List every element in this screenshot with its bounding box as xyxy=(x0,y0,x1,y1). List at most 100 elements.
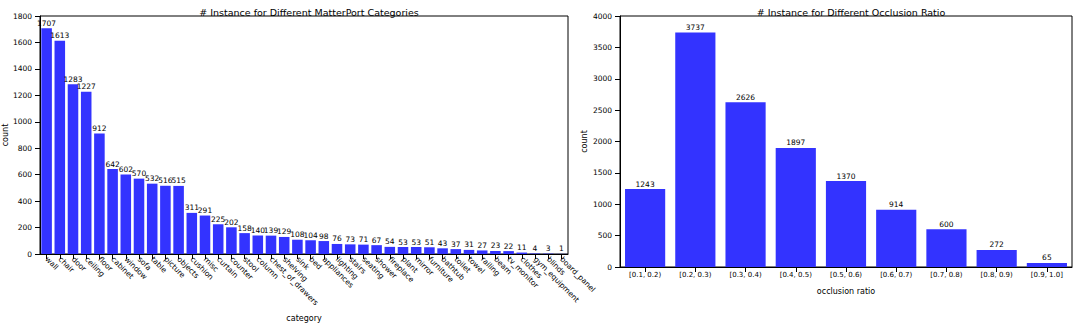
svg-text:cushion: cushion xyxy=(188,254,216,282)
svg-text:37: 37 xyxy=(451,240,461,249)
svg-text:1370: 1370 xyxy=(836,172,855,181)
svg-text:22: 22 xyxy=(504,242,514,251)
svg-text:bed: bed xyxy=(307,255,324,272)
svg-text:912: 912 xyxy=(92,124,107,133)
svg-text:[0.7, 0.8): [0.7, 0.8) xyxy=(930,271,962,279)
svg-text:400: 400 xyxy=(18,197,33,206)
svg-text:counter: counter xyxy=(228,254,255,282)
svg-text:1200: 1200 xyxy=(13,91,32,100)
svg-text:shelving: shelving xyxy=(281,254,310,284)
svg-text:1613: 1613 xyxy=(50,31,69,40)
svg-text:[0.6, 0.7): [0.6, 0.7) xyxy=(880,271,912,279)
svg-text:chest_of_drawers: chest_of_drawers xyxy=(267,254,321,308)
svg-text:0: 0 xyxy=(27,250,32,259)
svg-text:53: 53 xyxy=(411,238,421,247)
svg-text:tv_monitor: tv_monitor xyxy=(505,254,541,290)
svg-text:914: 914 xyxy=(889,200,904,209)
svg-text:occlusion ratio: occlusion ratio xyxy=(817,287,875,296)
svg-text:11: 11 xyxy=(517,243,527,252)
svg-text:73: 73 xyxy=(345,235,355,244)
svg-text:43: 43 xyxy=(438,239,448,248)
svg-text:67: 67 xyxy=(372,236,382,245)
svg-text:1800: 1800 xyxy=(13,12,32,21)
svg-text:2500: 2500 xyxy=(593,106,612,115)
svg-text:4000: 4000 xyxy=(593,12,612,21)
svg-text:200: 200 xyxy=(18,223,33,232)
svg-text:count: count xyxy=(1,124,10,147)
svg-text:sink: sink xyxy=(294,255,311,272)
svg-text:3737: 3737 xyxy=(686,23,705,32)
svg-text:[0.2, 0.3): [0.2, 0.3) xyxy=(679,271,711,279)
svg-text:count: count xyxy=(580,130,589,153)
svg-text:bathtub: bathtub xyxy=(439,254,467,282)
svg-text:4: 4 xyxy=(533,244,538,253)
svg-text:cabinet: cabinet xyxy=(109,254,136,281)
svg-text:mirror: mirror xyxy=(413,254,436,278)
svg-text:272: 272 xyxy=(990,240,1005,249)
svg-text:[0.4, 0.5): [0.4, 0.5) xyxy=(780,271,812,279)
svg-text:# Instance for Different Matte: # Instance for Different MatterPort Cate… xyxy=(199,7,418,18)
svg-text:ceiling: ceiling xyxy=(83,254,107,279)
svg-text:76: 76 xyxy=(332,234,342,243)
svg-text:104: 104 xyxy=(303,231,318,240)
svg-text:515: 515 xyxy=(171,176,186,185)
svg-text:54: 54 xyxy=(385,237,395,246)
svg-text:[0.8, 0.9): [0.8, 0.9) xyxy=(981,271,1013,279)
svg-text:beam: beam xyxy=(492,254,514,277)
svg-text:appliances: appliances xyxy=(320,254,356,290)
svg-text:1: 1 xyxy=(559,244,564,253)
svg-text:1897: 1897 xyxy=(786,138,805,147)
svg-text:291: 291 xyxy=(198,206,213,215)
svg-text:800: 800 xyxy=(18,144,33,153)
svg-text:curtain: curtain xyxy=(215,254,240,280)
svg-text:board_panel: board_panel xyxy=(558,255,597,294)
svg-text:[0.5, 0.6): [0.5, 0.6) xyxy=(830,271,862,279)
svg-text:objects: objects xyxy=(175,254,201,281)
svg-text:towel: towel xyxy=(465,254,487,276)
svg-text:51: 51 xyxy=(425,238,435,247)
svg-text:picture: picture xyxy=(162,254,188,280)
svg-text:sofa: sofa xyxy=(136,255,153,272)
svg-text:98: 98 xyxy=(319,232,329,241)
svg-text:1243: 1243 xyxy=(636,180,655,189)
svg-text:1400: 1400 xyxy=(13,64,32,73)
svg-text:1000: 1000 xyxy=(593,200,612,209)
svg-text:2000: 2000 xyxy=(593,137,612,146)
svg-text:3000: 3000 xyxy=(593,74,612,83)
svg-text:27: 27 xyxy=(477,241,487,250)
svg-text:0: 0 xyxy=(607,263,612,272)
svg-text:1707: 1707 xyxy=(37,19,56,28)
svg-text:clothes: clothes xyxy=(518,254,545,281)
svg-text:window: window xyxy=(122,254,150,282)
svg-text:[0.3, 0.4): [0.3, 0.4) xyxy=(729,271,761,279)
svg-text:500: 500 xyxy=(598,231,613,240)
svg-text:600: 600 xyxy=(939,220,954,229)
svg-text:[0.1, 0.2): [0.1, 0.2) xyxy=(629,271,661,279)
svg-text:71: 71 xyxy=(359,235,369,244)
svg-text:category: category xyxy=(286,314,322,323)
svg-text:1600: 1600 xyxy=(13,38,32,47)
svg-text:column: column xyxy=(254,254,281,281)
svg-text:23: 23 xyxy=(491,241,501,250)
svg-text:3: 3 xyxy=(546,244,551,253)
svg-text:53: 53 xyxy=(398,238,408,247)
svg-text:2626: 2626 xyxy=(736,93,755,102)
svg-text:seating: seating xyxy=(360,254,387,281)
svg-text:[0.9, 1.0]: [0.9, 1.0] xyxy=(1031,271,1063,279)
svg-text:fireplace: fireplace xyxy=(386,254,416,285)
svg-text:65: 65 xyxy=(1042,253,1052,262)
svg-text:gym_equipment: gym_equipment xyxy=(532,255,581,304)
svg-text:3500: 3500 xyxy=(593,43,612,52)
svg-text:31: 31 xyxy=(464,240,474,249)
svg-text:wall: wall xyxy=(43,255,60,272)
svg-text:railing: railing xyxy=(479,254,502,278)
svg-text:1000: 1000 xyxy=(13,117,32,126)
svg-text:furniture: furniture xyxy=(426,254,456,285)
svg-text:lighting: lighting xyxy=(333,254,361,282)
svg-text:# Instance for Different Occlu: # Instance for Different Occlusion Ratio xyxy=(757,7,946,18)
svg-text:1227: 1227 xyxy=(77,82,96,91)
svg-text:blinds: blinds xyxy=(545,254,568,277)
svg-text:shower: shower xyxy=(373,254,399,281)
svg-text:600: 600 xyxy=(18,170,33,179)
svg-text:1500: 1500 xyxy=(593,168,612,177)
